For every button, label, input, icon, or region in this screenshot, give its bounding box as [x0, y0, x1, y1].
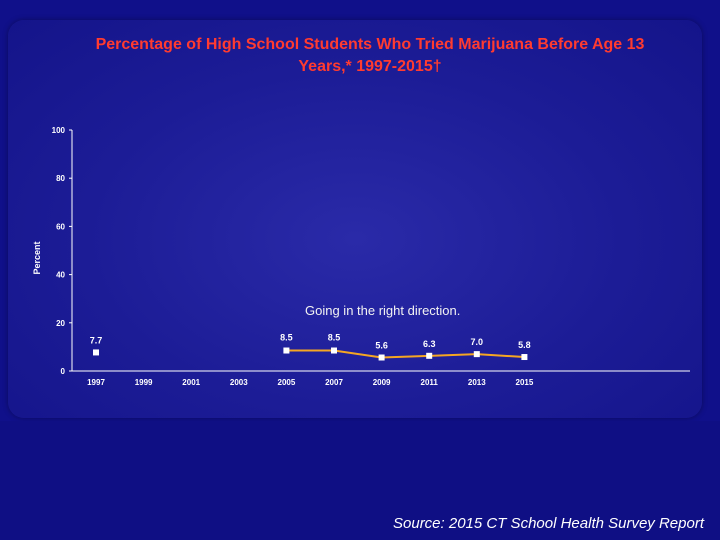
data-label: 7.7 — [90, 335, 103, 345]
data-point — [283, 347, 290, 354]
x-tick-label: 2011 — [421, 378, 439, 387]
x-tick-label: 2015 — [516, 378, 534, 387]
source-note: Source: 2015 CT School Health Survey Rep… — [393, 515, 704, 532]
data-label: 7.0 — [471, 337, 484, 347]
x-tick-label: 1999 — [135, 378, 153, 387]
x-tick-label: 2001 — [182, 378, 200, 387]
bottom-band — [0, 421, 720, 540]
y-tick-label: 60 — [56, 222, 65, 231]
data-point — [93, 349, 99, 356]
slide-panel — [8, 20, 702, 418]
data-label: 5.8 — [518, 340, 531, 350]
data-label: 8.5 — [280, 333, 293, 343]
chart-title: Percentage of High School Students Who T… — [40, 34, 700, 78]
y-tick-label: 0 — [61, 367, 66, 376]
y-tick-label: 100 — [52, 126, 66, 135]
data-point — [521, 354, 528, 361]
data-point — [473, 351, 480, 358]
x-tick-label: 2005 — [278, 378, 296, 387]
data-point — [331, 347, 337, 354]
y-tick-label: 80 — [56, 174, 65, 183]
x-tick-label: 2009 — [373, 378, 391, 387]
series-line — [286, 349, 525, 359]
x-tick-label: 2003 — [230, 378, 248, 387]
y-tick-label: 40 — [56, 271, 65, 280]
x-tick-label: 2007 — [325, 378, 343, 387]
annotation-text: Going in the right direction. — [305, 303, 461, 318]
data-label: 5.6 — [375, 341, 388, 351]
data-point — [426, 352, 433, 359]
y-tick-label: 20 — [56, 319, 65, 328]
data-label: 8.5 — [328, 333, 341, 343]
y-axis-label: Percent — [32, 241, 42, 274]
chart-title-line-2: Years,* 1997-2015† — [298, 58, 442, 75]
data-label: 6.3 — [423, 339, 436, 349]
x-tick-label: 2013 — [468, 378, 486, 387]
x-tick-label: 1997 — [87, 378, 105, 387]
chart-title-line-1: Percentage of High School Students Who T… — [95, 36, 645, 53]
data-point — [378, 354, 385, 361]
